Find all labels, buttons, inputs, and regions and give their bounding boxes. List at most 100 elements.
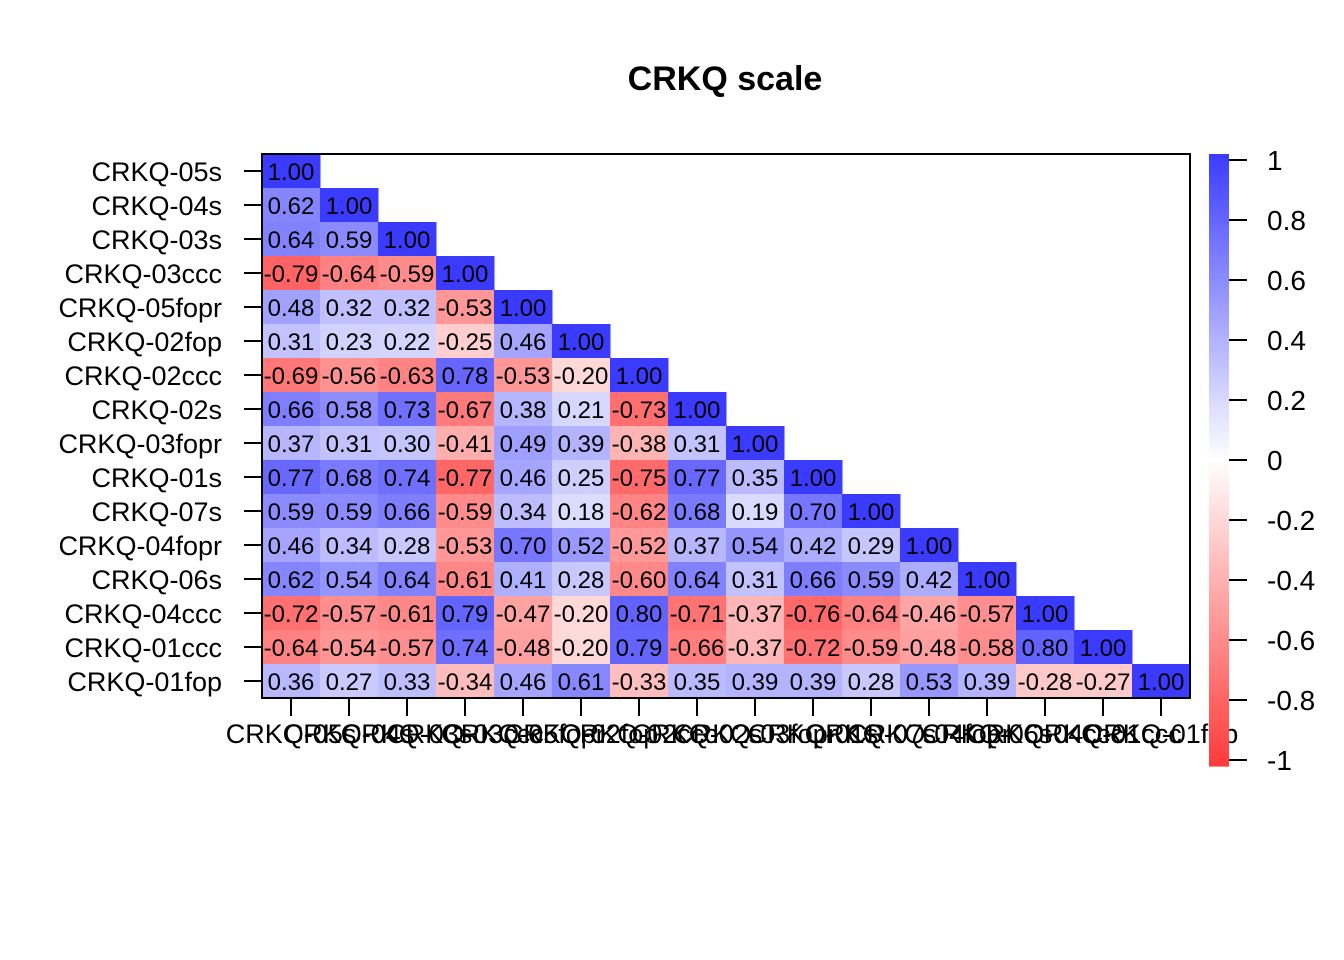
- heatmap-cell: [262, 664, 321, 699]
- legend-gradient-step: [1209, 254, 1229, 259]
- legend-gradient-step: [1209, 518, 1229, 522]
- legend-gradient-step: [1209, 686, 1229, 691]
- heatmap-cell: [494, 528, 553, 563]
- heatmap-cell: [378, 528, 437, 563]
- legend-gradient-step: [1209, 750, 1229, 755]
- x-tick-label: CRKQ-03fopr: [673, 719, 837, 749]
- heatmap-cell: [610, 460, 669, 495]
- legend-gradient-step: [1209, 386, 1229, 391]
- heatmap-cell: [378, 664, 437, 699]
- heatmap-cell: [1074, 664, 1133, 699]
- legend-gradient-step: [1209, 196, 1229, 201]
- cell-value-label: 0.37: [674, 533, 721, 560]
- heatmap-cell: [552, 596, 611, 631]
- legend-gradient-step: [1209, 355, 1229, 360]
- heatmap-cell: [378, 460, 437, 495]
- heatmap-cell: [842, 630, 901, 665]
- legend-gradient-step: [1209, 609, 1229, 614]
- legend-gradient-step: [1209, 560, 1229, 565]
- legend-gradient-step: [1209, 307, 1229, 311]
- legend-gradient-step: [1209, 738, 1229, 743]
- legend-gradient-step: [1209, 717, 1229, 721]
- x-tick-label: CRKQ-05s: [226, 719, 357, 749]
- cell-value-label: 0.42: [906, 567, 953, 594]
- legend-gradient-step: [1209, 545, 1229, 550]
- heatmap-cell: [436, 630, 495, 665]
- legend-gradient-step: [1209, 392, 1229, 397]
- cell-value-label: 0.46: [500, 329, 547, 356]
- legend-gradient-step: [1209, 649, 1229, 654]
- legend-gradient-step: [1209, 453, 1229, 458]
- cell-value-label: 0.36: [268, 669, 315, 696]
- legend-gradient-step: [1209, 157, 1229, 161]
- cell-value-label: -0.72: [786, 635, 841, 662]
- cell-value-label: 0.27: [326, 669, 373, 696]
- legend-gradient-step: [1209, 640, 1229, 645]
- heatmap-cell: [726, 596, 785, 631]
- cell-value-label: 0.28: [848, 669, 895, 696]
- heatmap-cell: [494, 358, 553, 393]
- heatmap-cell: [262, 154, 321, 189]
- cell-value-label: -0.57: [322, 601, 377, 628]
- legend-gradient-step: [1209, 175, 1229, 180]
- legend-gradient-step: [1209, 637, 1229, 642]
- legend-gradient-step: [1209, 322, 1229, 326]
- heatmap-cell: [726, 630, 785, 665]
- legend-gradient-step: [1209, 484, 1229, 489]
- legend-gradient-step: [1209, 692, 1229, 697]
- heatmap-cell: [842, 596, 901, 631]
- cell-value-label: 1.00: [442, 261, 489, 288]
- cell-value-label: 0.70: [790, 499, 837, 526]
- heatmap-cell: [1132, 664, 1191, 699]
- legend-gradient-step: [1209, 674, 1229, 678]
- heatmap-cell: [842, 664, 901, 699]
- legend-gradient-step: [1209, 710, 1229, 715]
- legend-gradient-step: [1209, 346, 1229, 351]
- cell-value-label: 0.58: [326, 397, 373, 424]
- legend-gradient-step: [1209, 747, 1229, 752]
- cell-value-label: -0.73: [612, 397, 667, 424]
- legend-tick-label: -1: [1267, 745, 1292, 776]
- legend-gradient-step: [1209, 212, 1229, 216]
- legend-gradient-step: [1209, 221, 1229, 225]
- y-tick-label: CRKQ-02s: [91, 395, 222, 425]
- y-tick-label: CRKQ-04s: [91, 191, 222, 221]
- cell-value-label: -0.62: [612, 499, 667, 526]
- heatmap-cell: [436, 596, 495, 631]
- legend-gradient-step: [1209, 233, 1229, 238]
- legend-gradient-step: [1209, 432, 1229, 437]
- legend-tick-label: 1: [1267, 145, 1283, 176]
- heatmap-cell: [552, 630, 611, 665]
- cell-value-label: -0.38: [612, 431, 667, 458]
- legend-gradient-step: [1209, 536, 1229, 541]
- heatmap-cell: [668, 426, 727, 461]
- y-tick-label: CRKQ-01ccc: [64, 633, 222, 663]
- legend-gradient-step: [1209, 505, 1229, 510]
- cell-value-label: -0.28: [1018, 669, 1073, 696]
- cell-value-label: 0.31: [326, 431, 373, 458]
- legend-gradient-step: [1209, 352, 1229, 357]
- heatmap-cell: [1016, 664, 1075, 699]
- heatmap-cell: [320, 324, 379, 359]
- heatmap-cell: [494, 494, 553, 529]
- cell-value-label: 0.22: [384, 329, 431, 356]
- legend-gradient-step: [1209, 447, 1229, 452]
- legend-gradient-step: [1209, 401, 1229, 406]
- legend-gradient-step: [1209, 414, 1229, 418]
- legend-gradient-step: [1209, 720, 1229, 724]
- heatmap-cell: [494, 630, 553, 665]
- legend-gradient-step: [1209, 628, 1229, 632]
- plot-border: [261, 153, 1191, 699]
- heatmap-cell: [378, 392, 437, 427]
- cell-value-label: 0.80: [616, 601, 663, 628]
- heatmap-cell: [378, 494, 437, 529]
- cell-value-label: 0.70: [500, 533, 547, 560]
- cell-value-label: 0.48: [268, 295, 315, 322]
- legend-gradient-step: [1209, 570, 1229, 574]
- legend-gradient-step: [1209, 273, 1229, 277]
- heatmap-cell: [552, 494, 611, 529]
- legend-gradient-step: [1209, 524, 1229, 528]
- heatmap-cell: [320, 222, 379, 257]
- heatmap-cell: [320, 664, 379, 699]
- heatmap-cell: [436, 562, 495, 597]
